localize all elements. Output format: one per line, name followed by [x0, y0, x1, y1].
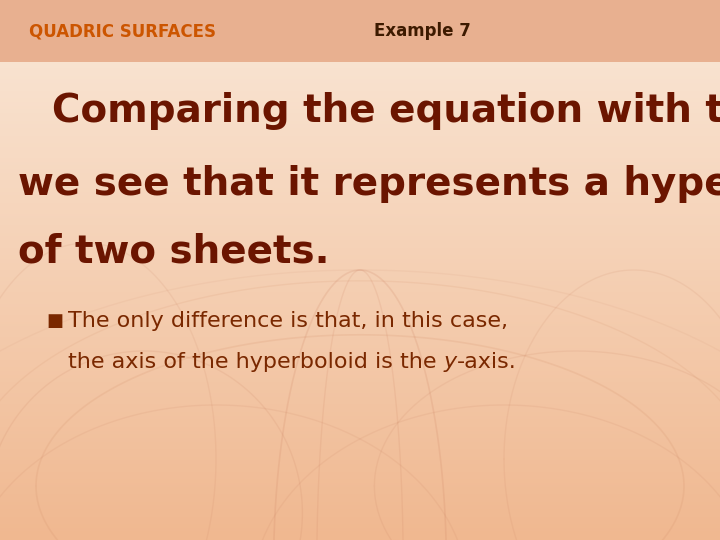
- Text: -axis.: -axis.: [457, 352, 517, 372]
- Text: of two sheets.: of two sheets.: [18, 232, 330, 270]
- Text: Comparing the equation with the table,: Comparing the equation with the table,: [25, 92, 720, 130]
- Bar: [0, 0, 720, 62]
- Text: ■: ■: [47, 312, 64, 330]
- Text: y: y: [444, 352, 457, 372]
- Text: QUADRIC SURFACES: QUADRIC SURFACES: [29, 22, 216, 40]
- Text: the axis of the hyperboloid is the: the axis of the hyperboloid is the: [68, 352, 444, 372]
- Text: The only difference is that, in this case,: The only difference is that, in this cas…: [68, 311, 508, 332]
- Text: Example 7: Example 7: [374, 22, 472, 40]
- Text: we see that it represents a hyperboloid: we see that it represents a hyperboloid: [18, 165, 720, 202]
